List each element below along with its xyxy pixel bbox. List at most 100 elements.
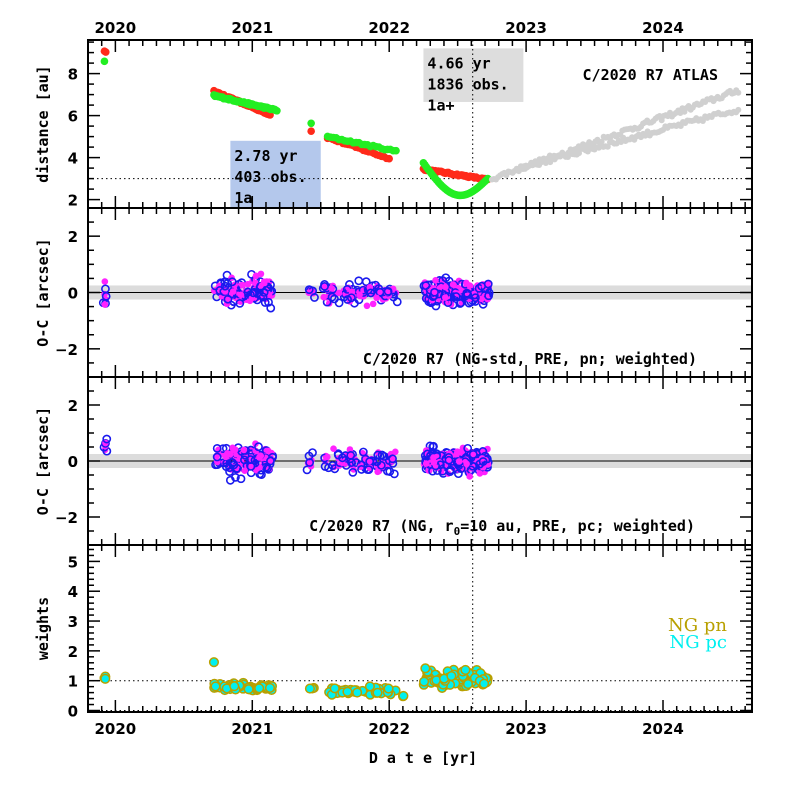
residual-point-filled bbox=[335, 289, 343, 297]
y-tick-label: 6 bbox=[68, 108, 78, 126]
residual-point-filled bbox=[348, 288, 356, 296]
residual-point-open bbox=[388, 454, 397, 464]
x-tick-label-bottom: 2021 bbox=[231, 720, 273, 738]
residual-point-open bbox=[423, 449, 432, 459]
residual-point-open bbox=[102, 434, 112, 444]
residual-point-filled bbox=[376, 288, 383, 296]
weight-point bbox=[229, 681, 240, 692]
data-point bbox=[735, 106, 742, 113]
y-tick-label: 2 bbox=[68, 228, 78, 246]
panels-group: 2 4 6 8 distance [au] C/2020 R7 ATLAS 2.78 yr 4… bbox=[34, 39, 753, 721]
legend-item: NG pn bbox=[668, 615, 727, 636]
x-axis: 2020 2020 2021 2021 2022 2022 2023 2023 2024 2024 bbox=[95, 19, 684, 738]
residual-point-open bbox=[101, 284, 110, 294]
residual-point-open bbox=[385, 467, 395, 476]
y-tick-label: −2 bbox=[55, 341, 78, 359]
residual-point-open bbox=[240, 455, 249, 465]
caption-subscript: 0 bbox=[454, 525, 461, 538]
residual-point-filled bbox=[260, 279, 268, 287]
residual-point-open bbox=[463, 443, 473, 453]
residual-point-filled bbox=[320, 293, 328, 301]
residual-point-open bbox=[228, 458, 238, 468]
residual-point-filled bbox=[356, 291, 363, 299]
stats-box-0 bbox=[230, 140, 321, 208]
residual-point-open bbox=[258, 292, 268, 302]
residual-point-open bbox=[334, 298, 344, 308]
data-point bbox=[547, 159, 554, 166]
x-tick-label-bottom: 2024 bbox=[642, 720, 684, 738]
plot-area-oc-pre-pc bbox=[88, 377, 752, 545]
residual-point-open bbox=[260, 298, 270, 307]
residual-point-filled bbox=[369, 300, 377, 308]
y-tick-label: 0 bbox=[68, 703, 78, 721]
data-point bbox=[266, 111, 274, 119]
weight-point bbox=[462, 679, 474, 690]
residual-point-filled bbox=[101, 301, 109, 308]
residual-point-open bbox=[254, 442, 263, 452]
residual-point-filled bbox=[430, 454, 437, 461]
panel-distance: 2 4 6 8 distance [au] C/2020 R7 ATLAS 2.78 yr 4… bbox=[34, 39, 753, 210]
residual-point-open bbox=[429, 441, 438, 451]
residual-point-open bbox=[366, 288, 376, 298]
residual-point-filled bbox=[454, 448, 461, 456]
residual-point-open bbox=[266, 456, 275, 466]
residual-point-open bbox=[322, 297, 332, 307]
residual-point-filled bbox=[476, 470, 484, 477]
residual-point-filled bbox=[320, 283, 328, 290]
weight-point bbox=[419, 676, 430, 687]
residual-point-filled bbox=[479, 463, 487, 471]
panel-oc-pre-pn: 2 0 −2O-C [arcsec] C/2020 R7 (NG-std, PRE, … bbox=[34, 207, 753, 378]
weight-point bbox=[264, 682, 276, 693]
caption-part: C/2020 R7 (NG, r bbox=[309, 517, 454, 535]
data-point bbox=[385, 154, 393, 163]
data-point bbox=[536, 162, 543, 169]
y-tick-label: 0 bbox=[68, 285, 78, 303]
residual-point-open bbox=[223, 294, 233, 304]
residual-point-filled bbox=[363, 302, 371, 310]
residual-point-open bbox=[463, 290, 473, 299]
residual-point-filled bbox=[373, 294, 380, 302]
residual-point-filled bbox=[431, 289, 439, 296]
residual-point-open bbox=[372, 457, 382, 467]
x-tick-label-top: 2022 bbox=[368, 19, 410, 37]
y-tick-label: 4 bbox=[68, 150, 78, 168]
stats-box-text: 4.66 yr bbox=[427, 54, 490, 72]
y-tick-label: 3 bbox=[68, 613, 78, 631]
residual-point-open bbox=[324, 463, 333, 473]
weight-point bbox=[208, 657, 220, 668]
stats-box-text: 1a bbox=[234, 189, 252, 207]
data-point bbox=[101, 48, 110, 56]
residual-point-filled bbox=[239, 281, 246, 289]
residual-point-filled bbox=[229, 288, 237, 295]
residual-point-open bbox=[347, 293, 356, 303]
residual-point-filled bbox=[430, 459, 438, 466]
y-axis-label: O-C [arcsec] bbox=[34, 407, 52, 515]
residual-point-open bbox=[389, 469, 399, 479]
residual-point-open bbox=[483, 279, 493, 289]
residual-point-filled bbox=[257, 270, 265, 278]
weight-point bbox=[352, 687, 363, 698]
panel-oc-pre-pc: 20−2O-C [arcsec]C/2020 R7 (NG, r0=10 au,… bbox=[34, 376, 753, 546]
data-point bbox=[699, 118, 706, 125]
panel-title: C/2020 R7 ATLAS bbox=[583, 66, 718, 84]
weight-point bbox=[398, 690, 409, 701]
y-tick-label: 2 bbox=[68, 397, 78, 415]
residual-point-open bbox=[358, 285, 368, 295]
plot-area-weights bbox=[88, 545, 752, 712]
residual-point-open bbox=[264, 297, 273, 307]
y-tick-label: −2 bbox=[55, 509, 78, 527]
residual-point-open bbox=[227, 277, 237, 287]
residual-point-open bbox=[470, 293, 480, 303]
weight-point bbox=[304, 683, 315, 694]
residual-point-filled bbox=[449, 281, 457, 288]
weight-point bbox=[372, 687, 383, 698]
residual-point-open bbox=[304, 285, 314, 295]
y-tick-label: 0 bbox=[68, 453, 78, 471]
residual-point-filled bbox=[237, 291, 245, 299]
residual-point-filled bbox=[230, 446, 237, 454]
y-axis-label: weights bbox=[34, 597, 52, 660]
y-tick-label: 8 bbox=[68, 66, 78, 84]
weight-point bbox=[364, 681, 375, 692]
residual-point-filled bbox=[463, 279, 470, 287]
